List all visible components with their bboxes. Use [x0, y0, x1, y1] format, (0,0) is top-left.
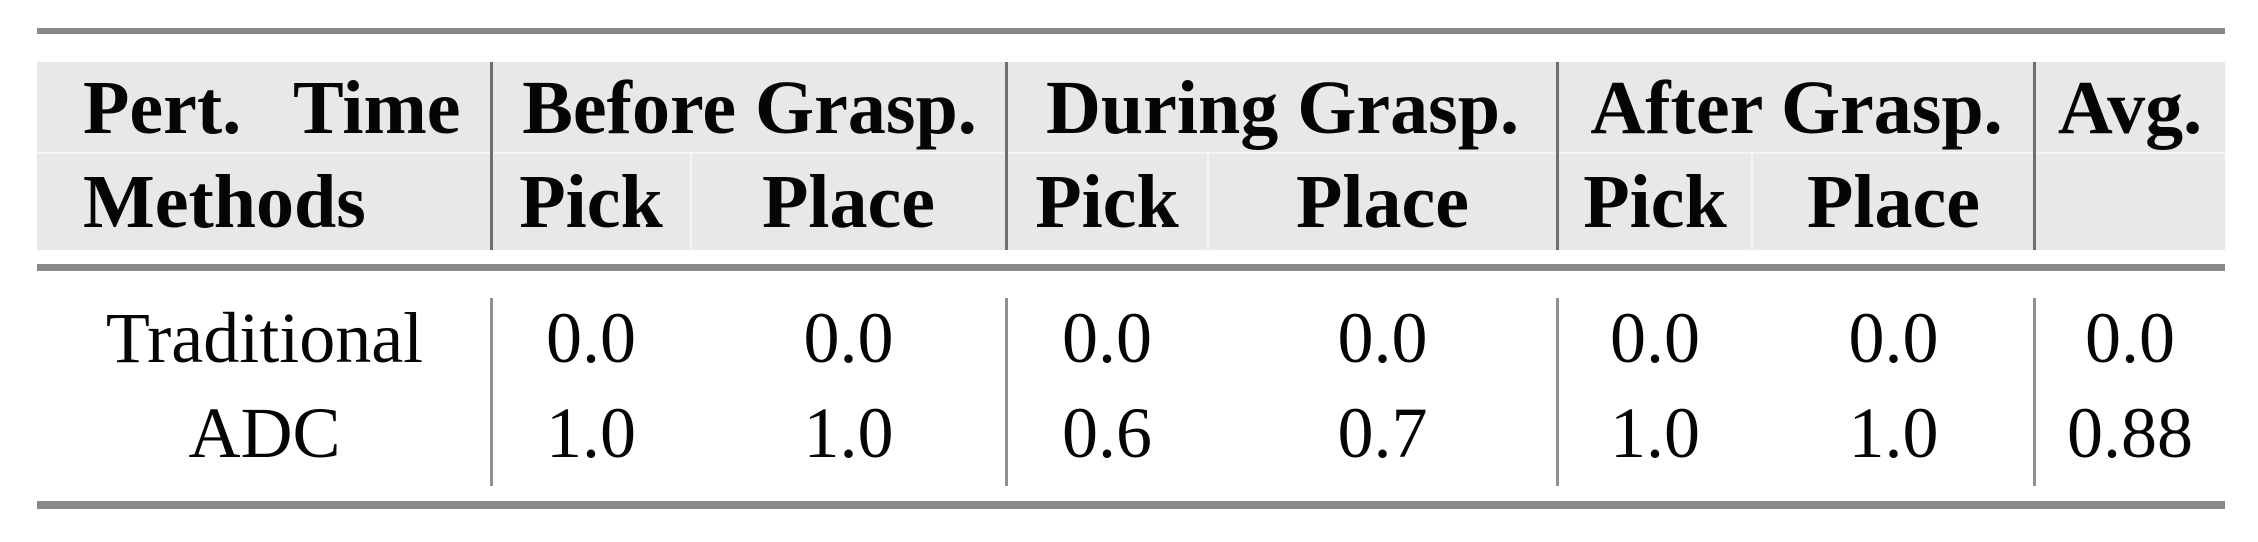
cell-value: 0.7	[1337, 392, 1428, 473]
cell-value: 0.0	[803, 297, 894, 378]
header-after-pick-label: Pick	[1583, 159, 1727, 244]
header-pert-time: Pert. Time	[37, 62, 492, 153]
cell-value: 0.0	[1848, 297, 1939, 378]
header-after-pick: Pick	[1558, 153, 1752, 250]
during-pick-place-seam	[1207, 154, 1209, 250]
header-before-pick: Pick	[492, 153, 690, 250]
header-before-pick-label: Pick	[519, 159, 663, 244]
header-methods-label: Methods	[83, 159, 366, 244]
header-methods: Methods	[37, 153, 492, 250]
cell-value: 0.0	[1337, 297, 1428, 378]
row-adc-avg: 0.88	[2035, 385, 2225, 480]
row-traditional-during-place: 0.0	[1207, 290, 1558, 385]
method-label: Traditional	[105, 297, 424, 378]
header-avg-label: Avg.	[2057, 65, 2203, 150]
header-after-place-label: Place	[1806, 159, 1980, 244]
header-avg: Avg.	[2035, 62, 2225, 153]
method-label: ADC	[188, 392, 341, 473]
header-avg-empty-cell	[2035, 153, 2225, 250]
header-group-before-grasp: Before Grasp.	[492, 62, 1007, 153]
header-pert-time-label: Pert. Time	[83, 65, 461, 150]
row-adc-during-pick: 0.6	[1007, 385, 1207, 480]
row-adc-after-place: 1.0	[1752, 385, 2035, 480]
body-divider-4	[2033, 298, 2036, 486]
header-during-place: Place	[1207, 153, 1558, 250]
cell-value: 0.0	[1062, 297, 1152, 378]
row-traditional-during-pick: 0.0	[1007, 290, 1207, 385]
cell-value: 0.6	[1062, 392, 1152, 473]
cell-value: 1.0	[1848, 392, 1939, 473]
cell-value: 0.0	[1610, 297, 1700, 378]
row-traditional-method: Traditional	[37, 290, 492, 385]
cell-value: 0.88	[2067, 392, 2193, 473]
header-divider-1	[490, 62, 493, 250]
cell-value: 1.0	[1610, 392, 1700, 473]
table-mid-rule	[37, 264, 2225, 271]
row-traditional-before-pick: 0.0	[492, 290, 690, 385]
row-traditional-after-pick: 0.0	[1558, 290, 1752, 385]
table-header: Pert. Time Before Grasp. During Grasp. A…	[37, 62, 2225, 250]
table-body: Traditional 0.0 0.0 0.0 0.0 0.0 0.0 0.0 …	[37, 271, 2225, 501]
header-group-after-grasp: After Grasp.	[1558, 62, 2035, 153]
body-divider-3	[1556, 298, 1559, 486]
row-adc-during-place: 0.7	[1207, 385, 1558, 480]
row-adc-before-place: 1.0	[690, 385, 1007, 480]
header-group-during-grasp-label: During Grasp.	[1046, 65, 1519, 150]
row-adc-method: ADC	[37, 385, 492, 480]
header-before-place: Place	[690, 153, 1007, 250]
row-adc-before-pick: 1.0	[492, 385, 690, 480]
before-pick-place-seam	[690, 154, 692, 250]
body-divider-1	[490, 298, 493, 486]
table-top-rule	[37, 28, 2225, 34]
row-adc-after-pick: 1.0	[1558, 385, 1752, 480]
header-after-place: Place	[1752, 153, 2035, 250]
header-group-after-grasp-label: After Grasp.	[1590, 65, 2003, 150]
row-traditional-after-place: 0.0	[1752, 290, 2035, 385]
header-during-pick-label: Pick	[1035, 159, 1179, 244]
cell-value: 1.0	[546, 392, 636, 473]
row-traditional-avg: 0.0	[2035, 290, 2225, 385]
header-during-pick: Pick	[1007, 153, 1207, 250]
cell-value: 0.0	[546, 297, 636, 378]
body-divider-2	[1005, 298, 1008, 486]
after-pick-place-seam	[1751, 154, 1753, 250]
header-during-place-label: Place	[1295, 159, 1469, 244]
header-group-during-grasp: During Grasp.	[1007, 62, 1558, 153]
header-divider-4	[2033, 62, 2036, 250]
cell-value: 0.0	[2085, 297, 2175, 378]
table-bottom-rule	[37, 501, 2225, 509]
header-divider-2	[1005, 62, 1008, 250]
header-divider-3	[1556, 62, 1559, 250]
row-traditional-before-place: 0.0	[690, 290, 1007, 385]
header-row-seam	[37, 152, 2225, 154]
header-before-place-label: Place	[761, 159, 935, 244]
header-group-before-grasp-label: Before Grasp.	[522, 65, 977, 150]
cell-value: 1.0	[803, 392, 894, 473]
